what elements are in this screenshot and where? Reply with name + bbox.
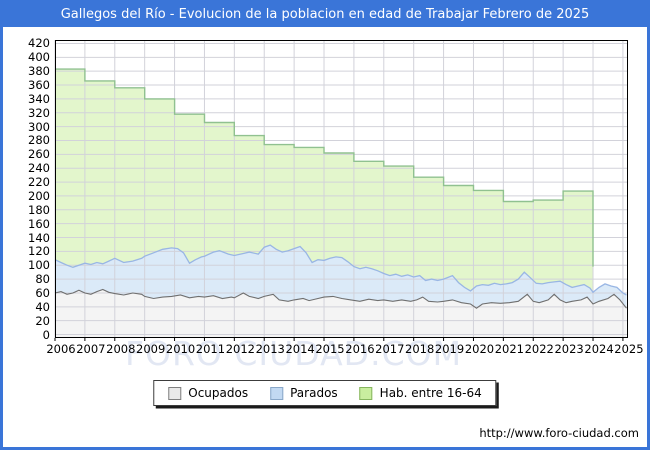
x-axis-label: 2019 xyxy=(434,342,465,356)
y-axis-label: 0 xyxy=(42,327,50,342)
population-chart-plot xyxy=(54,40,628,341)
y-axis-label: 420 xyxy=(28,36,50,51)
legend-label: Hab. entre 16-64 xyxy=(379,386,482,400)
x-axis-label: 2017 xyxy=(375,342,405,356)
y-axis-label: 200 xyxy=(28,188,50,203)
y-axis-label: 140 xyxy=(28,230,50,245)
x-axis-label: 2013 xyxy=(255,342,285,356)
y-axis-label: 180 xyxy=(28,202,50,217)
x-axis-label: 2023 xyxy=(554,342,584,356)
y-axis-label: 120 xyxy=(28,244,50,259)
y-axis-label: 160 xyxy=(28,216,50,231)
legend-item-hab-16-64: Hab. entre 16-64 xyxy=(359,386,482,400)
footer-url-link[interactable]: http://www.foro-ciudad.com xyxy=(479,426,639,440)
hab-16-64-swatch-icon xyxy=(359,386,373,400)
x-axis-label: 2009 xyxy=(136,342,166,356)
x-axis-label: 2020 xyxy=(464,342,495,356)
y-axis-label: 20 xyxy=(35,313,50,328)
y-axis-label: 360 xyxy=(28,78,50,93)
x-axis-label: 2007 xyxy=(76,342,106,356)
watermark-text: FORO CIUDAD.COM xyxy=(125,334,463,373)
x-axis-label: 2018 xyxy=(405,342,435,356)
population-area-chart xyxy=(54,40,628,341)
y-axis-label: 300 xyxy=(28,119,50,134)
y-axis-label: 220 xyxy=(28,175,50,190)
x-axis-label: 2011 xyxy=(195,342,226,356)
y-axis-label: 340 xyxy=(28,91,50,106)
x-axis-label: 2024 xyxy=(584,342,614,356)
y-axis-label: 100 xyxy=(28,258,50,273)
x-axis-label: 2022 xyxy=(524,342,554,356)
parados-swatch-icon xyxy=(270,386,284,400)
chart-legend: Ocupados Parados Hab. entre 16-64 xyxy=(153,380,497,406)
y-axis-label: 280 xyxy=(28,133,50,148)
y-axis-label: 260 xyxy=(28,147,50,162)
y-axis-label: 60 xyxy=(35,285,50,300)
y-axis-label: 380 xyxy=(28,64,50,79)
x-axis-label: 2006 xyxy=(46,342,76,356)
page-title: Gallegos del Río - Evolucion de la pobla… xyxy=(3,3,647,27)
x-axis-label: 2021 xyxy=(494,342,524,356)
x-axis-label: 2012 xyxy=(225,342,255,356)
x-axis-label: 2025 xyxy=(614,342,644,356)
x-axis-label: 2008 xyxy=(106,342,136,356)
y-axis-label: 40 xyxy=(35,299,50,314)
legend-item-ocupados: Ocupados xyxy=(168,386,248,400)
legend-label: Parados xyxy=(290,386,338,400)
x-axis-label: 2015 xyxy=(315,342,345,356)
y-axis-label: 80 xyxy=(35,272,50,287)
x-axis-label: 2010 xyxy=(165,342,196,356)
ocupados-swatch-icon xyxy=(168,386,182,400)
legend-item-parados: Parados xyxy=(270,386,338,400)
y-axis-label: 320 xyxy=(28,105,50,120)
legend-label: Ocupados xyxy=(188,386,249,400)
x-axis-label: 2016 xyxy=(345,342,375,356)
y-axis-label: 240 xyxy=(28,161,50,176)
x-axis-label: 2014 xyxy=(285,342,315,356)
y-axis-label: 400 xyxy=(28,50,50,65)
